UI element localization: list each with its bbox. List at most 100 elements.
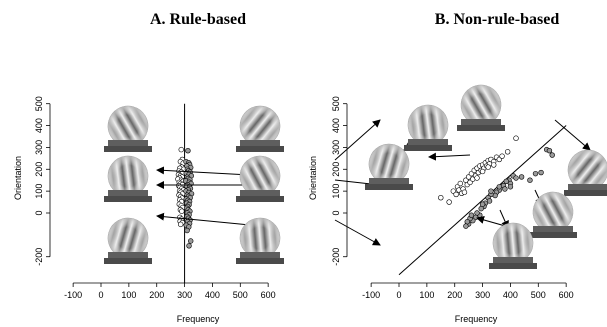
y-tick-label: -200	[331, 248, 341, 266]
arrow-to-stimulus	[428, 152, 471, 161]
point-category-b	[532, 170, 539, 177]
x-axis-label: Frequency	[177, 314, 220, 324]
boundary-line	[398, 125, 567, 276]
panel-title: B. Non-rule-based	[435, 11, 560, 28]
point-category-a	[178, 146, 184, 153]
panel-title: A. Rule-based	[150, 11, 246, 28]
point-category-b	[507, 184, 514, 190]
y-tick-label: 100	[331, 184, 341, 199]
stimulus-icons	[365, 84, 607, 269]
y-tick-label: 300	[34, 140, 44, 155]
x-tick-label: 200	[447, 290, 462, 300]
gabor-stimulus-icon	[104, 155, 152, 202]
arrow-to-stimulus	[554, 119, 591, 151]
point-category-b	[478, 205, 484, 212]
point-category-b	[486, 198, 493, 204]
x-tick-label: 500	[531, 290, 546, 300]
gabor-stimulus-icon	[489, 222, 537, 269]
y-tick-label: 200	[34, 162, 44, 177]
point-category-a	[499, 153, 505, 159]
point-category-b	[468, 212, 475, 218]
gabor-stimulus-icon	[236, 105, 284, 152]
point-category-b	[538, 169, 544, 176]
point-category-a	[504, 149, 511, 155]
y-tick-label: 400	[34, 118, 44, 133]
point-category-a	[177, 221, 184, 228]
x-tick-labels: -100 0 100 200 300 400 500 600	[64, 290, 276, 300]
point-category-a	[491, 162, 497, 168]
point-category-a	[179, 208, 185, 214]
y-tick-label: 0	[34, 210, 44, 215]
point-category-a	[485, 164, 491, 170]
y-tick-label: 500	[331, 96, 341, 111]
x-tick-label: 600	[261, 290, 276, 300]
arrow-to-stimulus	[334, 119, 381, 161]
x-axis-label: Frequency	[455, 314, 498, 324]
point-category-b	[513, 175, 519, 181]
y-axis-label: Orientation	[13, 156, 23, 200]
y-axis-label: Orientation	[308, 156, 318, 200]
point-category-b	[479, 201, 486, 207]
point-category-b	[496, 184, 502, 190]
panel-rule-based: A. Rule-based Frequency Orientation -100…	[13, 11, 381, 324]
point-category-b	[546, 147, 553, 154]
gabor-stimulus-icon	[564, 149, 607, 196]
x-tick-label: 300	[177, 290, 192, 300]
x-tick-labels: -100 0 100 200 300 400 500 600	[362, 290, 574, 300]
panel-non-rule-based: B. Non-rule-based Frequency Orientation …	[308, 11, 607, 324]
arrow-to-stimulus	[156, 212, 251, 226]
point-category-b	[488, 188, 494, 194]
gabor-stimulus-icon	[104, 105, 152, 152]
x-tick-label: 400	[503, 290, 518, 300]
gabor-stimulus-icon	[529, 191, 577, 238]
point-category-a	[446, 199, 452, 205]
point-category-b	[186, 243, 192, 249]
y-tick-label: 300	[331, 140, 341, 155]
x-tick-label: 100	[121, 290, 136, 300]
y-tick-label: -200	[34, 248, 44, 266]
x-tick-label: 100	[419, 290, 434, 300]
y-tick-labels: -200 0 100 200 300 400 500	[331, 96, 341, 266]
gabor-stimulus-icon	[365, 143, 413, 190]
x-tick-label: 200	[149, 290, 164, 300]
point-category-b	[474, 210, 480, 216]
y-tick-labels: -200 0 100 200 300 400 500	[34, 96, 44, 266]
gabor-stimulus-icon	[236, 155, 284, 202]
point-category-b	[184, 227, 190, 234]
point-category-a	[461, 189, 468, 195]
y-tick-label: 200	[331, 162, 341, 177]
point-category-a	[453, 191, 459, 198]
point-category-b	[502, 186, 508, 192]
point-category-b	[518, 174, 525, 180]
point-category-a	[438, 194, 444, 201]
x-tick-label: 600	[559, 290, 574, 300]
point-category-a	[479, 168, 486, 175]
gabor-stimulus-icon	[404, 104, 452, 151]
axes	[343, 103, 567, 287]
gabor-stimulus-icon	[236, 217, 284, 264]
x-tick-label: -100	[64, 290, 82, 300]
gabor-stimulus-icon	[457, 84, 505, 131]
y-tick-label: 400	[331, 118, 341, 133]
point-category-b	[464, 219, 470, 225]
gabor-stimulus-icon	[104, 217, 152, 264]
y-tick-label: 0	[331, 210, 341, 215]
point-category-b	[188, 238, 194, 244]
x-tick-label: -100	[362, 290, 380, 300]
data-points	[438, 135, 555, 229]
arrow-to-stimulus	[156, 166, 251, 176]
point-category-b	[549, 152, 555, 158]
axes	[46, 103, 269, 287]
point-category-a	[474, 175, 480, 181]
arrow-to-stimulus	[334, 219, 381, 246]
data-points	[175, 146, 195, 249]
y-tick-label: 100	[34, 184, 44, 199]
point-category-a	[513, 135, 519, 141]
x-tick-label: 0	[396, 290, 401, 300]
stimulus-icons	[104, 105, 381, 264]
point-category-a	[457, 180, 463, 187]
point-category-b	[527, 177, 533, 183]
x-tick-label: 300	[475, 290, 490, 300]
x-tick-label: 500	[233, 290, 248, 300]
